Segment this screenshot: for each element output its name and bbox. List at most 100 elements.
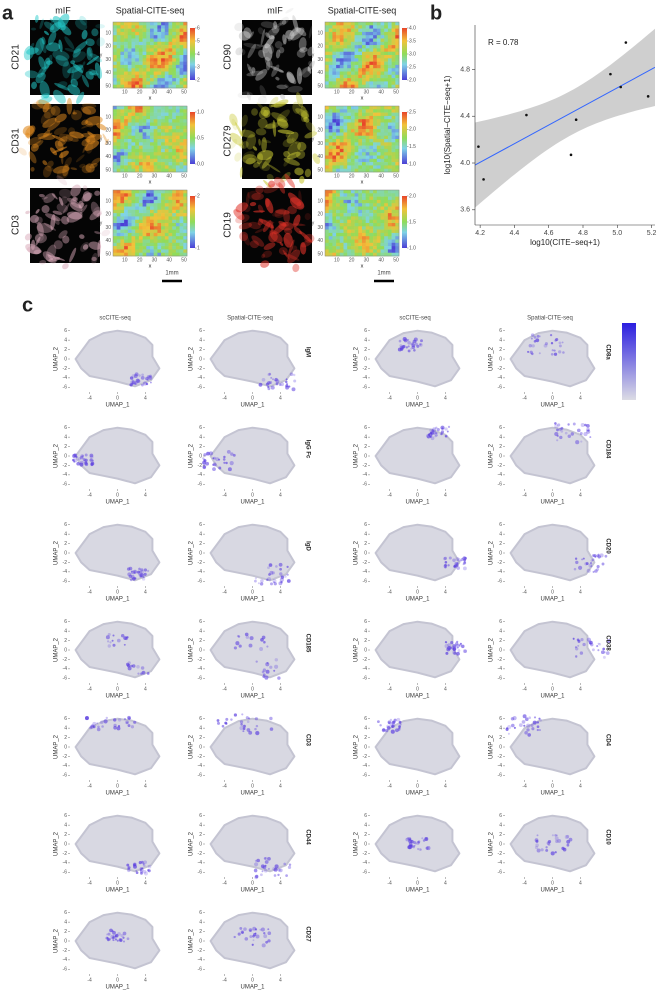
heatmap-cell	[161, 216, 165, 220]
heatmap-cell	[117, 109, 121, 113]
umap-cells	[211, 525, 295, 581]
y-tick-label: 2	[499, 347, 502, 353]
heatmap-cell	[169, 165, 173, 169]
heatmap-cell	[150, 156, 154, 160]
heatmap-cell	[358, 240, 362, 244]
heatmap-cell	[332, 123, 336, 127]
heatmap-cell	[366, 42, 370, 46]
heatmap-cell	[381, 223, 385, 227]
heatmap-cell	[146, 123, 150, 127]
heatmap-cell	[347, 233, 351, 237]
heatmap-cell	[172, 39, 176, 43]
heatmap-cell	[384, 45, 388, 49]
heatmap-cell	[377, 162, 381, 166]
heatmap-cell	[154, 246, 158, 250]
heatmap-cell	[332, 132, 336, 136]
heatmap-cell	[369, 193, 373, 197]
umap-expression	[289, 864, 291, 866]
heatmap-cell	[128, 22, 132, 26]
heatmap-cell	[366, 233, 370, 237]
heatmap-cell	[176, 190, 180, 194]
umap-expression	[123, 932, 127, 936]
umap-expression	[147, 672, 149, 674]
heatmap-cell	[143, 210, 147, 214]
umap-expression	[408, 349, 411, 352]
umap-expression	[565, 432, 568, 435]
heatmap-cell	[395, 240, 399, 244]
umap-expression	[537, 849, 541, 853]
x-tick-label: 0	[416, 783, 419, 789]
x-tick-label: 10	[334, 257, 340, 263]
heatmap-cell	[369, 68, 373, 72]
heatmap-cell	[344, 207, 348, 211]
heatmap-cell	[384, 152, 388, 156]
heatmap-cell	[157, 123, 161, 127]
x-tick-label: -4	[222, 395, 227, 401]
umap-expression	[445, 652, 448, 655]
umap-expression	[379, 724, 381, 726]
heatmap-cell	[146, 75, 150, 79]
heatmap-cell	[135, 52, 139, 56]
heatmap-cell	[135, 116, 139, 120]
heatmap-cell	[183, 226, 187, 230]
heatmap-cell	[358, 25, 362, 29]
heatmap-cell	[120, 75, 124, 79]
heatmap-cell	[373, 159, 377, 163]
x-tick-label: 0	[116, 589, 119, 595]
umap-expression	[128, 661, 131, 664]
heatmap-cell	[336, 113, 340, 117]
heatmap-cell	[388, 106, 392, 110]
umap-expression	[530, 724, 533, 727]
heatmap-cell	[180, 210, 184, 214]
umap-expression	[112, 939, 114, 941]
heatmap-cell	[388, 45, 392, 49]
heatmap-cell	[388, 52, 392, 56]
umap-expression	[274, 665, 278, 669]
heatmap-cell	[381, 233, 385, 237]
heatmap-cell	[329, 162, 333, 166]
heatmap-cell	[392, 32, 396, 36]
umap-expression	[256, 660, 258, 662]
x-tick-label: 4	[144, 492, 147, 498]
umap-expression	[91, 724, 94, 727]
heatmap-cell	[146, 200, 150, 204]
heatmap-cell	[344, 25, 348, 29]
heatmap-cell	[176, 193, 180, 197]
heatmap-cell	[369, 45, 373, 49]
heatmap-cell	[336, 223, 340, 227]
x-tick-label: 5.2	[647, 230, 657, 237]
column-header: Spatial-CITE-seq	[527, 316, 573, 322]
heatmap-cell	[128, 243, 132, 247]
umap-expression	[267, 662, 269, 664]
heatmap-cell	[139, 32, 143, 36]
heatmap-cell	[183, 68, 187, 72]
heatmap-cell	[135, 123, 139, 127]
x-tick-label: -4	[222, 880, 227, 886]
heatmap-cell	[373, 210, 377, 214]
heatmap-cell	[373, 246, 377, 250]
heatmap-cell	[362, 55, 366, 59]
heatmap-cell	[332, 197, 336, 201]
heatmap-cell	[132, 243, 136, 247]
umap-expression	[571, 432, 574, 435]
heatmap-cell	[165, 75, 169, 79]
x-axis-title: UMAP_1	[240, 985, 265, 991]
heatmap-cell	[124, 45, 128, 49]
colorbar-tick-label: 1.5	[409, 219, 416, 225]
umap-expression	[581, 558, 583, 560]
point	[647, 95, 650, 98]
heatmap-cell	[351, 32, 355, 36]
x-tick-label: 0	[116, 492, 119, 498]
heatmap-cell	[340, 75, 344, 79]
heatmap-cell	[392, 249, 396, 253]
heatmap-cell	[384, 22, 388, 26]
heatmap-cell	[377, 159, 381, 163]
umap-expression	[273, 670, 275, 672]
heatmap-cell	[139, 159, 143, 163]
heatmap-cell	[150, 246, 154, 250]
x-tick-label: 0	[416, 880, 419, 886]
x-tick-label: 4	[279, 395, 282, 401]
heatmap-cell	[381, 149, 385, 153]
heatmap-cell	[373, 129, 377, 133]
heatmap-cell	[340, 249, 344, 253]
